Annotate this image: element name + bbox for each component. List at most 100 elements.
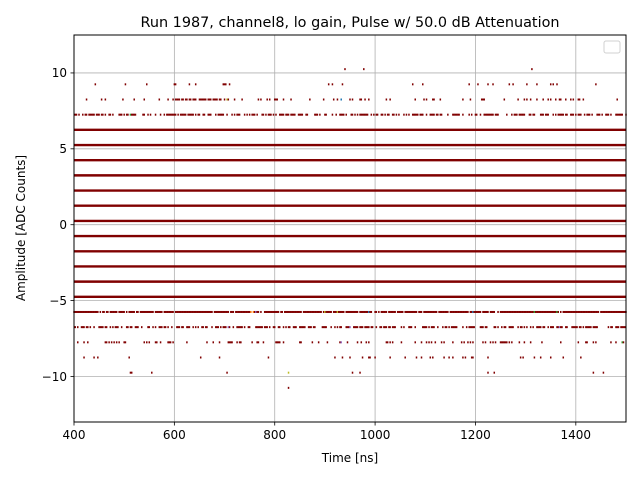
data-point bbox=[202, 113, 204, 116]
data-point bbox=[366, 113, 369, 116]
data-point bbox=[300, 341, 302, 344]
data-point bbox=[281, 310, 284, 313]
data-point bbox=[88, 113, 90, 116]
data-point bbox=[97, 310, 99, 313]
data-point bbox=[168, 341, 171, 344]
data-point bbox=[169, 113, 172, 116]
data-point bbox=[598, 113, 601, 116]
data-point bbox=[351, 98, 354, 101]
data-point bbox=[172, 98, 174, 101]
data-point bbox=[580, 310, 582, 313]
data-point bbox=[452, 310, 454, 313]
data-point bbox=[475, 113, 478, 116]
data-point bbox=[447, 310, 449, 313]
data-point bbox=[514, 113, 517, 116]
data-point bbox=[226, 113, 228, 116]
data-point bbox=[507, 310, 509, 313]
data-point bbox=[542, 98, 544, 101]
data-point bbox=[228, 83, 231, 86]
data-point bbox=[483, 98, 485, 101]
data-point bbox=[536, 98, 538, 101]
data-point bbox=[89, 310, 92, 313]
data-point bbox=[307, 326, 310, 329]
data-point bbox=[368, 310, 370, 313]
data-point bbox=[310, 326, 312, 329]
data-point bbox=[251, 341, 253, 344]
x-tick-label: 1400 bbox=[561, 428, 592, 442]
data-point bbox=[497, 326, 499, 329]
data-point bbox=[453, 113, 455, 116]
data-point bbox=[531, 68, 533, 71]
data-point bbox=[364, 326, 366, 329]
data-point bbox=[593, 310, 596, 313]
data-point bbox=[89, 113, 92, 116]
data-point bbox=[291, 310, 294, 313]
data-point bbox=[360, 326, 363, 329]
data-point bbox=[83, 310, 85, 313]
data-point bbox=[573, 326, 576, 329]
data-point bbox=[607, 326, 610, 329]
data-point bbox=[462, 326, 464, 329]
data-point bbox=[429, 310, 432, 313]
data-point bbox=[242, 310, 245, 313]
data-point bbox=[472, 356, 474, 359]
data-point bbox=[127, 326, 129, 329]
data-point bbox=[554, 113, 557, 116]
data-point bbox=[178, 310, 181, 313]
data-point bbox=[167, 310, 169, 313]
data-point bbox=[256, 113, 258, 116]
data-point bbox=[97, 356, 99, 359]
data-point bbox=[216, 326, 218, 329]
data-point bbox=[504, 326, 507, 329]
data-point bbox=[440, 341, 443, 344]
data-point bbox=[252, 310, 255, 313]
data-point bbox=[294, 326, 296, 329]
data-point bbox=[336, 326, 339, 329]
data-point bbox=[240, 341, 242, 344]
data-point bbox=[188, 310, 191, 313]
data-point bbox=[585, 341, 587, 344]
data-point bbox=[532, 113, 534, 116]
data-point bbox=[263, 326, 266, 329]
data-point bbox=[169, 310, 172, 313]
data-point bbox=[202, 326, 204, 329]
data-point bbox=[380, 310, 383, 313]
level-y--9_75 bbox=[129, 371, 605, 374]
data-point bbox=[132, 113, 134, 116]
data-point bbox=[562, 310, 565, 313]
data-point bbox=[281, 113, 284, 116]
data-point bbox=[416, 113, 419, 116]
data-point bbox=[163, 326, 166, 329]
data-point bbox=[133, 310, 135, 313]
data-point bbox=[469, 310, 472, 313]
data-point bbox=[365, 113, 368, 116]
data-point bbox=[292, 326, 295, 329]
data-point bbox=[586, 326, 588, 329]
data-point bbox=[576, 310, 578, 313]
data-point bbox=[171, 113, 173, 116]
data-point bbox=[248, 326, 251, 329]
data-point bbox=[623, 326, 626, 329]
data-point bbox=[549, 326, 552, 329]
data-point bbox=[621, 341, 623, 344]
data-point bbox=[120, 113, 123, 116]
data-point bbox=[380, 113, 383, 116]
data-point bbox=[428, 310, 430, 313]
data-point bbox=[172, 341, 174, 344]
x-tick-label: 1200 bbox=[460, 428, 491, 442]
data-point bbox=[335, 113, 337, 116]
data-point bbox=[450, 310, 453, 313]
data-point bbox=[493, 371, 496, 374]
data-point bbox=[605, 310, 607, 313]
data-point bbox=[424, 310, 427, 313]
data-point bbox=[356, 326, 359, 329]
data-point bbox=[611, 310, 613, 313]
data-point bbox=[148, 341, 151, 344]
data-point bbox=[115, 326, 118, 329]
data-point bbox=[315, 310, 317, 313]
data-point bbox=[107, 310, 109, 313]
data-point bbox=[583, 113, 586, 116]
data-point bbox=[454, 310, 457, 313]
data-point bbox=[453, 310, 455, 313]
data-point bbox=[582, 98, 585, 101]
